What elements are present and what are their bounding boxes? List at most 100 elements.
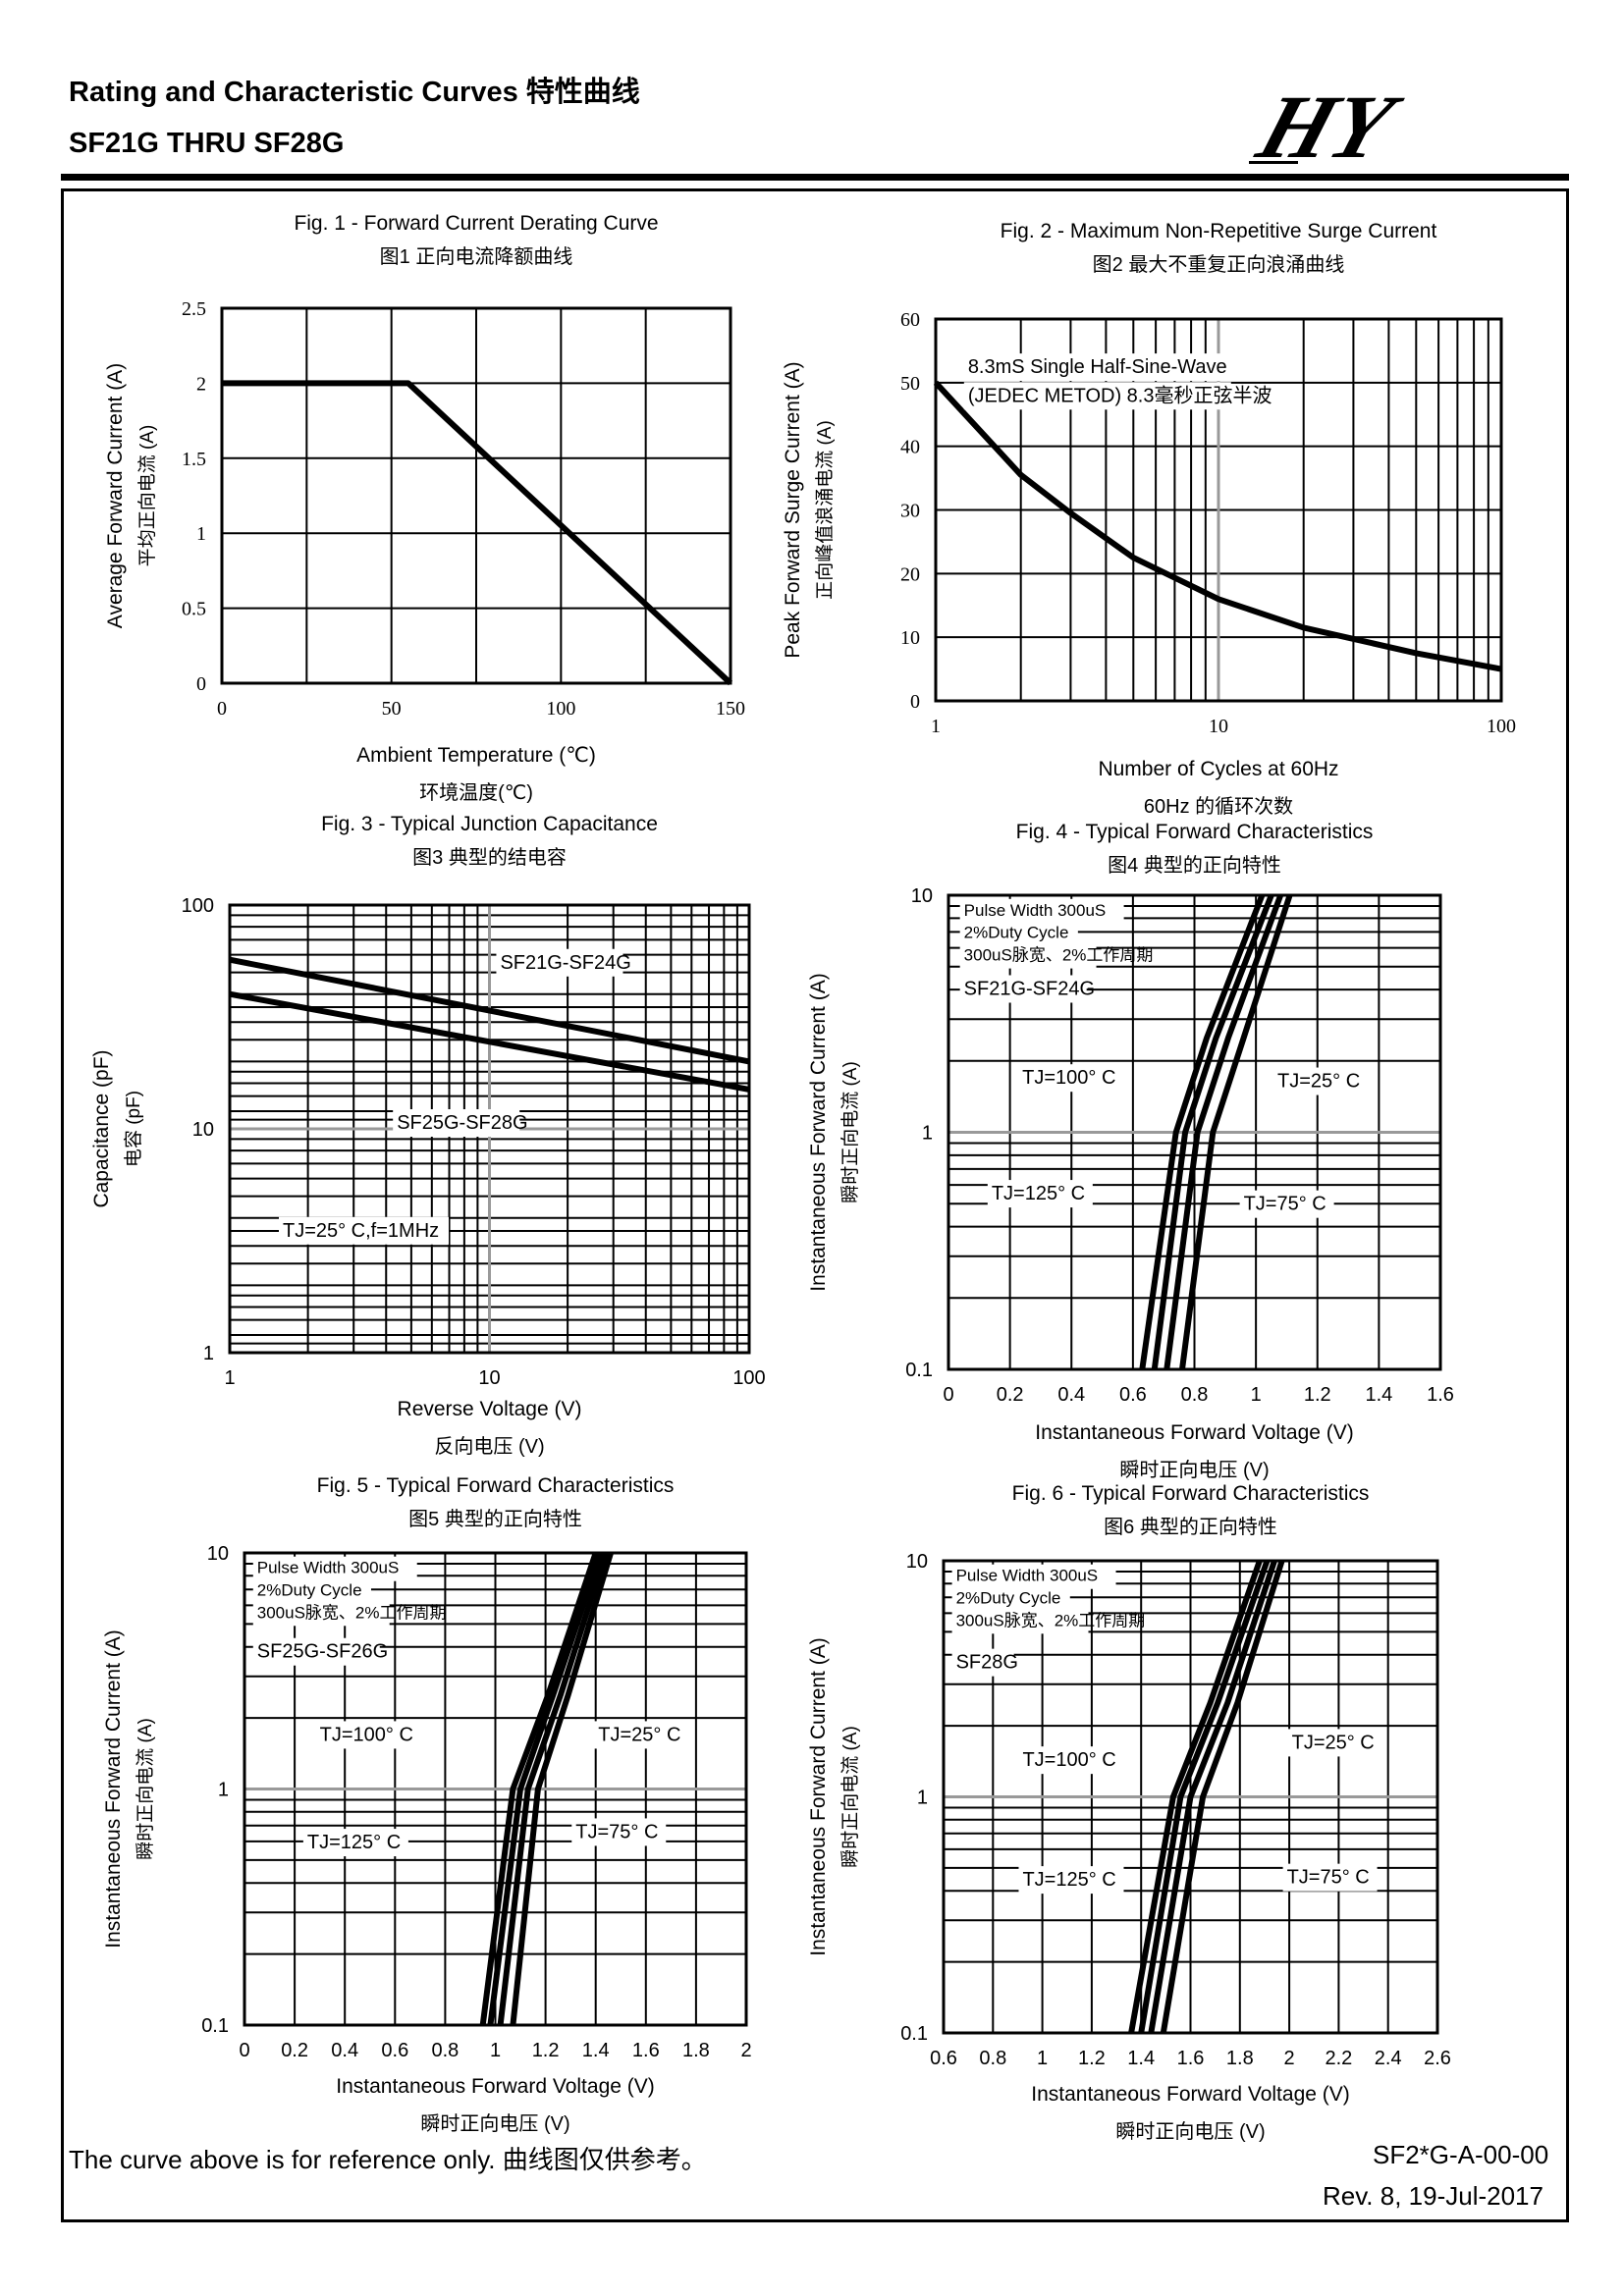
fig5-annotation: TJ=25° C bbox=[598, 1724, 680, 1745]
footer-doc-code: SF2*G-A-00-00 bbox=[1373, 2140, 1549, 2169]
fig3-annotation: SF21G-SF24G bbox=[500, 952, 630, 974]
fig3-chart: Fig. 3 - Typical Junction Capacitance 图3 … bbox=[90, 813, 766, 1458]
fig5-annotation: TJ=125° C bbox=[307, 1832, 401, 1853]
fig6-annotation-bg bbox=[951, 1648, 1014, 1677]
fig6-ylabel: Instantaneous Forward Current (A) bbox=[807, 1637, 830, 1955]
fig5-xtick-label: 0.2 bbox=[281, 2040, 308, 2061]
fig4-annotation: TJ=125° C bbox=[992, 1183, 1085, 1204]
fig2-ytick-label: 40 bbox=[900, 437, 920, 458]
fig2-ytick-label: 10 bbox=[900, 627, 920, 649]
fig6-xtick-label: 1.6 bbox=[1177, 2048, 1205, 2069]
fig5-annotation-bg bbox=[252, 1601, 390, 1627]
fig5-annotation: 2%Duty Cycle bbox=[257, 1580, 362, 1599]
fig4-ytick-label: 10 bbox=[911, 885, 933, 907]
fig2-xtick-label: 10 bbox=[1209, 716, 1228, 737]
fig5-ylabel-cn: 瞬时正向电流 (A) bbox=[135, 1718, 156, 1860]
fig2-ytick-label: 60 bbox=[900, 309, 920, 331]
fig1-ytick-label: 0.5 bbox=[182, 599, 206, 620]
header-rule bbox=[61, 174, 1569, 181]
page-subtitle: SF21G THRU SF28G bbox=[69, 128, 345, 159]
fig6-annotation-bg bbox=[951, 1564, 1116, 1589]
fig6-annotation-bg bbox=[1018, 1746, 1124, 1775]
fig6-annotation-bg bbox=[951, 1609, 1089, 1634]
fig6-xtick-label: 1.8 bbox=[1226, 2048, 1254, 2069]
footer-revision: Rev. 8, 19-Jul-2017 bbox=[1323, 2181, 1543, 2211]
fig4-series-line bbox=[1139, 893, 1266, 1370]
fig6-ytick-label: 10 bbox=[906, 1551, 928, 1573]
fig5-xtick-label: 1 bbox=[490, 2040, 501, 2061]
fig1-title: Fig. 1 - Forward Current Derating Curve bbox=[294, 212, 658, 235]
page-title: Rating and Characteristic Curves 特性曲线 bbox=[69, 77, 640, 108]
fig3-ytick-label: 1 bbox=[203, 1343, 214, 1364]
fig1-xtick-label: 150 bbox=[716, 698, 745, 720]
fig4-annotation-bg bbox=[959, 921, 1078, 946]
fig3-xtick-label: 1 bbox=[224, 1367, 235, 1389]
fig2-xtick-label: 1 bbox=[931, 716, 941, 737]
footer-disclaimer: The curve above is for reference only. 曲… bbox=[69, 2145, 707, 2174]
fig4-annotation-bg bbox=[1273, 1067, 1369, 1095]
fig4-ytick-label: 1 bbox=[922, 1123, 933, 1145]
fig1-plot-frame bbox=[220, 306, 732, 685]
logo-swoosh bbox=[1249, 161, 1298, 164]
fig2-annotation: 8.3mS Single Half-Sine-Wave bbox=[968, 356, 1227, 378]
fig4-annotation-bg bbox=[987, 1180, 1093, 1208]
fig6-series-line bbox=[1138, 1560, 1271, 2034]
fig4-series-line bbox=[1179, 894, 1293, 1370]
fig2-xlabel-cn: 60Hz 的循环次数 bbox=[1144, 795, 1293, 818]
fig2-title: Fig. 2 - Maximum Non-Repetitive Surge Cu… bbox=[1001, 220, 1437, 242]
fig4-annotation: 2%Duty Cycle bbox=[964, 924, 1069, 942]
fig4-xtick-label: 0.4 bbox=[1057, 1384, 1085, 1406]
fig5-annotation-bg bbox=[571, 1818, 667, 1846]
fig4-title: Fig. 4 - Typical Forward Characteristics bbox=[1016, 821, 1374, 843]
fig6-annotation: TJ=25° C bbox=[1292, 1732, 1375, 1753]
fig4-xtick-label: 1.2 bbox=[1304, 1384, 1331, 1406]
fig1-xlabel: Ambient Temperature (℃) bbox=[356, 744, 596, 767]
fig6-xtick-label: 1 bbox=[1037, 2048, 1048, 2069]
fig4-xtick-label: 0.6 bbox=[1119, 1384, 1147, 1406]
fig6-series-line bbox=[1128, 1560, 1263, 2034]
fig5-xtick-label: 0.8 bbox=[431, 2040, 459, 2061]
fig6-series-line bbox=[1160, 1560, 1285, 2034]
fig6-xtick-label: 1.4 bbox=[1127, 2048, 1155, 2069]
fig3-title-cn: 图3 典型的结电容 bbox=[412, 846, 567, 869]
fig4-series-line bbox=[1164, 893, 1284, 1370]
fig6-annotation: TJ=125° C bbox=[1022, 1869, 1115, 1891]
fig1-xtick-label: 100 bbox=[546, 698, 575, 720]
fig2-xtick-label: 100 bbox=[1487, 716, 1516, 737]
fig2-title-cn: 图2 最大不重复正向浪涌曲线 bbox=[1093, 253, 1345, 276]
fig4-ylabel: Instantaneous Forward Current (A) bbox=[807, 973, 830, 1291]
fig6-ylabel-cn: 瞬时正向电流 (A) bbox=[839, 1726, 861, 1868]
fig6-ytick-label: 0.1 bbox=[900, 2023, 928, 2045]
fig6-ytick-label: 1 bbox=[917, 1788, 928, 1809]
fig4-annotation-bg bbox=[1239, 1190, 1334, 1218]
fig2-xlabel: Number of Cycles at 60Hz bbox=[1098, 758, 1338, 780]
fig4-chart: Fig. 4 - Typical Forward Characteristics… bbox=[807, 821, 1454, 1481]
fig4-title-cn: 图4 典型的正向特性 bbox=[1108, 854, 1281, 877]
fig6-xtick-label: 0.8 bbox=[979, 2048, 1006, 2069]
fig1-chart: Fig. 1 - Forward Current Derating Curve 图… bbox=[104, 212, 745, 804]
fig6-annotation-bg bbox=[1018, 1866, 1124, 1895]
fig1-series-line bbox=[222, 380, 733, 686]
fig5-xtick-label: 1.6 bbox=[632, 2040, 660, 2061]
fig6-annotation: TJ=100° C bbox=[1022, 1749, 1115, 1771]
fig3-annotation: SF25G-SF28G bbox=[397, 1112, 527, 1134]
fig4-xtick-label: 0 bbox=[943, 1384, 953, 1406]
fig3-xlabel: Reverse Voltage (V) bbox=[398, 1398, 582, 1420]
fig4-xtick-label: 0.8 bbox=[1181, 1384, 1209, 1406]
fig6-xtick-label: 0.6 bbox=[930, 2048, 957, 2069]
fig6-annotation: SF28G bbox=[956, 1652, 1018, 1674]
fig5-annotation-bg bbox=[252, 1637, 380, 1666]
fig1-ylabel-cn: 平均正向电流 (A) bbox=[136, 425, 158, 567]
fig2-annotation-bg bbox=[963, 382, 1231, 410]
fig4-xtick-label: 1.6 bbox=[1427, 1384, 1454, 1406]
fig3-ylabel-cn: 电容 (pF) bbox=[123, 1091, 144, 1167]
fig4-annotation: TJ=100° C bbox=[1022, 1067, 1115, 1089]
fig6-xlabel: Instantaneous Forward Voltage (V) bbox=[1031, 2083, 1350, 2106]
fig6-plot-frame bbox=[942, 1559, 1439, 2035]
fig4-plot-frame bbox=[947, 893, 1442, 1371]
fig6-xtick-label: 2.2 bbox=[1325, 2048, 1352, 2069]
fig2-chart: Fig. 2 - Maximum Non-Repetitive Surge Cu… bbox=[782, 220, 1516, 818]
fig1-ytick-label: 1 bbox=[196, 523, 206, 545]
fig4-xtick-label: 0.2 bbox=[997, 1384, 1024, 1406]
